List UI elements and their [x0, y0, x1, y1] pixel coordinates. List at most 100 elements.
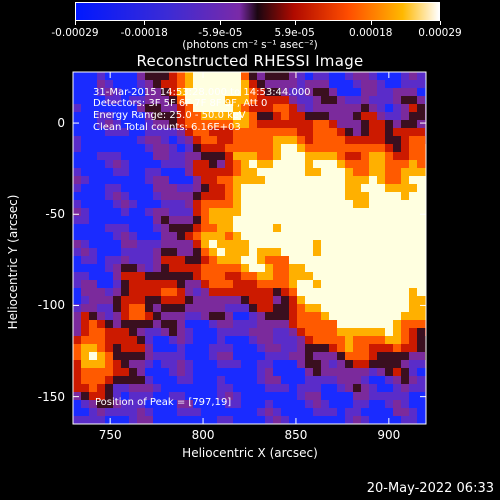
heatmap-cell: [145, 176, 153, 184]
heatmap-cell: [169, 272, 177, 280]
heatmap-cell: [361, 88, 369, 96]
heatmap-cell: [129, 176, 137, 184]
heatmap-cell: [89, 256, 97, 264]
heatmap-cell: [145, 304, 153, 312]
heatmap-cell: [305, 272, 313, 280]
heatmap-cell: [401, 280, 409, 288]
heatmap-cell: [169, 360, 177, 368]
heatmap-cell: [321, 128, 329, 136]
heatmap-cell: [185, 136, 193, 144]
heatmap-cell: [217, 184, 225, 192]
heatmap-cell: [289, 208, 297, 216]
heatmap-cell: [345, 376, 353, 384]
heatmap-cell: [137, 304, 145, 312]
heatmap-cell: [209, 80, 217, 88]
heatmap-cell: [401, 160, 409, 168]
heatmap-cell: [281, 192, 289, 200]
heatmap-cell: [281, 128, 289, 136]
heatmap-cell: [185, 120, 193, 128]
heatmap-cell: [185, 232, 193, 240]
heatmap-cell: [369, 408, 377, 416]
heatmap-cell: [161, 408, 169, 416]
heatmap-cell: [145, 368, 153, 376]
heatmap-cell: [353, 296, 361, 304]
heatmap-cell: [121, 72, 129, 80]
heatmap-cell: [121, 400, 129, 408]
heatmap-cell: [209, 72, 217, 80]
heatmap-cell: [417, 272, 425, 280]
heatmap-cell: [161, 216, 169, 224]
heatmap-cell: [353, 384, 361, 392]
heatmap-cell: [361, 168, 369, 176]
heatmap-cell: [185, 104, 193, 112]
heatmap-cell: [377, 152, 385, 160]
heatmap-cell: [289, 104, 297, 112]
heatmap-cell: [193, 144, 201, 152]
heatmap-cell: [345, 392, 353, 400]
heatmap-cell: [385, 152, 393, 160]
heatmap-cell: [97, 280, 105, 288]
heatmap-cell: [161, 224, 169, 232]
heatmap-cell: [89, 184, 97, 192]
heatmap-cell: [241, 192, 249, 200]
heatmap-cell: [377, 160, 385, 168]
heatmap-cell: [153, 376, 161, 384]
heatmap-cell: [393, 376, 401, 384]
heatmap-cell: [73, 152, 81, 160]
heatmap-cell: [273, 216, 281, 224]
heatmap-cell: [345, 352, 353, 360]
heatmap-cell: [169, 184, 177, 192]
heatmap-cell: [289, 328, 297, 336]
heatmap-cell: [121, 224, 129, 232]
heatmap-cell: [169, 160, 177, 168]
heatmap-cell: [177, 120, 185, 128]
heatmap-cell: [361, 272, 369, 280]
heatmap-cell: [185, 336, 193, 344]
heatmap-cell: [281, 168, 289, 176]
heatmap-cell: [169, 352, 177, 360]
heatmap-cell: [361, 400, 369, 408]
heatmap-cell: [361, 200, 369, 208]
heatmap-cell: [257, 152, 265, 160]
heatmap-cell: [257, 248, 265, 256]
heatmap-cell: [265, 408, 273, 416]
heatmap-cell: [177, 416, 185, 424]
heatmap-cell: [209, 136, 217, 144]
heatmap-cell: [297, 200, 305, 208]
heatmap-cell: [89, 176, 97, 184]
heatmap-cell: [265, 344, 273, 352]
heatmap-cell: [321, 336, 329, 344]
heatmap-cell: [249, 200, 257, 208]
heatmap-cell: [169, 144, 177, 152]
heatmap-cell: [233, 312, 241, 320]
heatmap-cell: [257, 392, 265, 400]
heatmap-cell: [321, 408, 329, 416]
heatmap-cell: [377, 256, 385, 264]
heatmap-cell: [169, 264, 177, 272]
heatmap-cell: [177, 144, 185, 152]
heatmap-cell: [353, 176, 361, 184]
heatmap-cell: [401, 328, 409, 336]
heatmap-cell: [89, 136, 97, 144]
heatmap-cell: [185, 152, 193, 160]
heatmap-cell: [233, 224, 241, 232]
heatmap-cell: [177, 136, 185, 144]
heatmap-cell: [105, 176, 113, 184]
heatmap-cell: [281, 200, 289, 208]
heatmap-cell: [225, 72, 233, 80]
heatmap-cell: [121, 376, 129, 384]
heatmap-cell: [265, 288, 273, 296]
heatmap-cell: [377, 200, 385, 208]
heatmap-cell: [329, 128, 337, 136]
heatmap-cell: [289, 96, 297, 104]
heatmap-cell: [129, 352, 137, 360]
heatmap-cell: [217, 312, 225, 320]
heatmap-cell: [273, 176, 281, 184]
heatmap-cell: [113, 264, 121, 272]
heatmap-cell: [233, 144, 241, 152]
heatmap-cell: [201, 184, 209, 192]
heatmap-cell: [249, 336, 257, 344]
heatmap-cell: [265, 232, 273, 240]
heatmap-cell: [321, 392, 329, 400]
heatmap-cell: [385, 208, 393, 216]
